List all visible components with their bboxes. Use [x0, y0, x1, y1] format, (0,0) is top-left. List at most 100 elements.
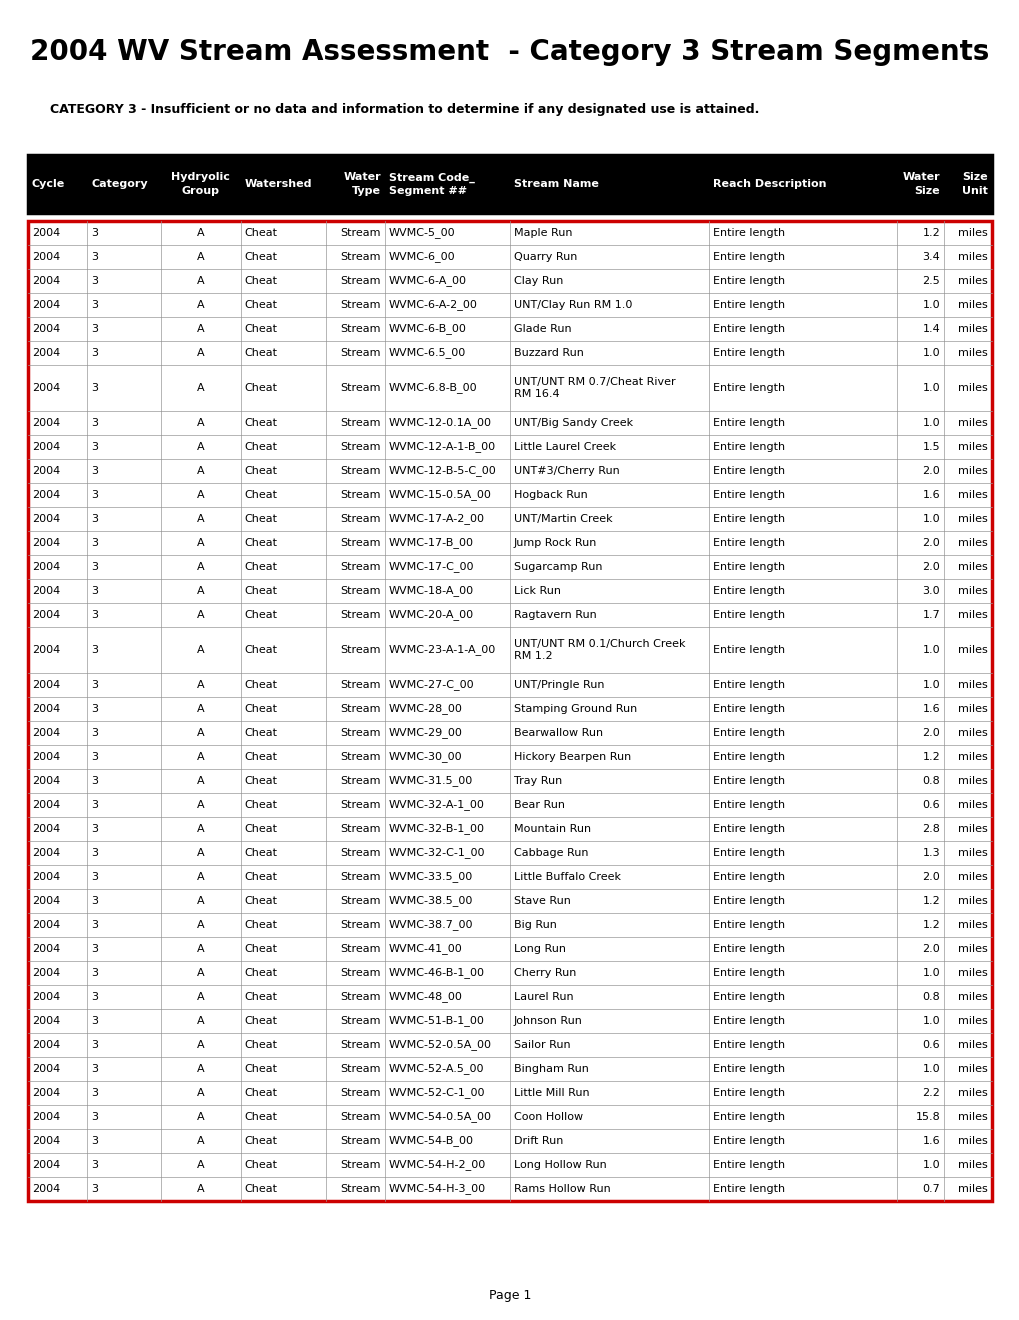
Text: Stream: Stream — [340, 490, 380, 500]
Text: 2.0: 2.0 — [921, 729, 940, 738]
Text: Stream: Stream — [340, 873, 380, 882]
Text: Cabbage Run: Cabbage Run — [514, 847, 588, 858]
Text: 1.2: 1.2 — [921, 228, 940, 238]
Text: miles: miles — [957, 418, 987, 428]
Text: Stream: Stream — [340, 513, 380, 524]
Text: Stamping Ground Run: Stamping Ground Run — [514, 704, 637, 714]
Text: 2004: 2004 — [32, 752, 60, 762]
Text: WVMC-32-C-1_00: WVMC-32-C-1_00 — [388, 847, 485, 858]
Text: 1.6: 1.6 — [922, 490, 940, 500]
Text: A: A — [197, 1137, 205, 1146]
Text: 2004: 2004 — [32, 680, 60, 690]
Text: Entire length: Entire length — [712, 539, 785, 548]
Text: 2004: 2004 — [32, 610, 60, 620]
Text: Stream: Stream — [340, 562, 380, 572]
Text: Little Buffalo Creek: Little Buffalo Creek — [514, 873, 621, 882]
Text: 2004: 2004 — [32, 562, 60, 572]
Text: miles: miles — [957, 645, 987, 655]
Text: Laurel Run: Laurel Run — [514, 993, 573, 1002]
Text: 2.0: 2.0 — [921, 562, 940, 572]
Text: 1.6: 1.6 — [922, 1137, 940, 1146]
Bar — [28, 220, 991, 1201]
Text: 3: 3 — [91, 466, 98, 477]
Text: Entire length: Entire length — [712, 729, 785, 738]
Text: 2.0: 2.0 — [921, 873, 940, 882]
Text: 3: 3 — [91, 513, 98, 524]
Text: Rams Hollow Run: Rams Hollow Run — [514, 1184, 610, 1195]
Text: WVMC-6-A_00: WVMC-6-A_00 — [388, 276, 467, 286]
Text: Watershed: Watershed — [245, 180, 312, 189]
Text: Entire length: Entire length — [712, 252, 785, 261]
Text: 0.8: 0.8 — [921, 776, 940, 785]
Text: 2004: 2004 — [32, 466, 60, 477]
Text: Jump Rock Run: Jump Rock Run — [514, 539, 597, 548]
Text: Entire length: Entire length — [712, 993, 785, 1002]
Text: 3: 3 — [91, 968, 98, 978]
Text: Bear Run: Bear Run — [514, 800, 565, 810]
Text: 2004: 2004 — [32, 824, 60, 834]
Text: Mountain Run: Mountain Run — [514, 824, 591, 834]
Text: Entire length: Entire length — [712, 466, 785, 477]
Text: WVMC-23-A-1-A_00: WVMC-23-A-1-A_00 — [388, 644, 495, 656]
Text: 3: 3 — [91, 729, 98, 738]
Bar — [28, 154, 991, 213]
Text: Stream Code_
Segment ##: Stream Code_ Segment ## — [388, 173, 475, 195]
Text: A: A — [197, 610, 205, 620]
Text: WVMC-38.5_00: WVMC-38.5_00 — [388, 895, 473, 907]
Text: Entire length: Entire length — [712, 920, 785, 931]
Text: Cheat: Cheat — [245, 993, 277, 1002]
Text: miles: miles — [957, 1184, 987, 1195]
Text: Cheat: Cheat — [245, 1111, 277, 1122]
Text: 3: 3 — [91, 490, 98, 500]
Text: 3: 3 — [91, 1088, 98, 1098]
Text: Hogback Run: Hogback Run — [514, 490, 587, 500]
Text: A: A — [197, 586, 205, 597]
Text: 1.0: 1.0 — [922, 418, 940, 428]
Text: Drift Run: Drift Run — [514, 1137, 562, 1146]
Text: 3: 3 — [91, 776, 98, 785]
Text: 2004: 2004 — [32, 418, 60, 428]
Text: A: A — [197, 944, 205, 954]
Text: A: A — [197, 993, 205, 1002]
Text: 2004: 2004 — [32, 228, 60, 238]
Text: 2004: 2004 — [32, 348, 60, 358]
Text: 3: 3 — [91, 680, 98, 690]
Text: WVMC-15-0.5A_00: WVMC-15-0.5A_00 — [388, 490, 491, 500]
Text: Entire length: Entire length — [712, 776, 785, 785]
Text: WVMC-18-A_00: WVMC-18-A_00 — [388, 586, 474, 597]
Text: 1.0: 1.0 — [922, 300, 940, 310]
Text: A: A — [197, 800, 205, 810]
Text: 3: 3 — [91, 1184, 98, 1195]
Text: 2.8: 2.8 — [921, 824, 940, 834]
Text: Stream: Stream — [340, 252, 380, 261]
Text: Buzzard Run: Buzzard Run — [514, 348, 583, 358]
Text: A: A — [197, 383, 205, 393]
Text: Stream: Stream — [340, 968, 380, 978]
Text: 2004: 2004 — [32, 1184, 60, 1195]
Text: Stream: Stream — [340, 323, 380, 334]
Text: A: A — [197, 276, 205, 286]
Text: Cheat: Cheat — [245, 228, 277, 238]
Text: miles: miles — [957, 442, 987, 451]
Text: Stream: Stream — [340, 1137, 380, 1146]
Text: Cheat: Cheat — [245, 824, 277, 834]
Text: 0.7: 0.7 — [921, 1184, 940, 1195]
Text: A: A — [197, 729, 205, 738]
Text: WVMC-20-A_00: WVMC-20-A_00 — [388, 610, 474, 620]
Text: Clay Run: Clay Run — [514, 276, 562, 286]
Text: 2004 WV Stream Assessment  - Category 3 Stream Segments: 2004 WV Stream Assessment - Category 3 S… — [31, 38, 988, 66]
Text: WVMC-41_00: WVMC-41_00 — [388, 944, 463, 954]
Text: Cheat: Cheat — [245, 968, 277, 978]
Text: WVMC-6-A-2_00: WVMC-6-A-2_00 — [388, 300, 477, 310]
Text: WVMC-5_00: WVMC-5_00 — [388, 227, 455, 239]
Text: Cheat: Cheat — [245, 586, 277, 597]
Text: Entire length: Entire length — [712, 1040, 785, 1049]
Text: Entire length: Entire length — [712, 490, 785, 500]
Text: 2004: 2004 — [32, 704, 60, 714]
Text: WVMC-33.5_00: WVMC-33.5_00 — [388, 871, 473, 883]
Text: 1.0: 1.0 — [922, 968, 940, 978]
Text: miles: miles — [957, 968, 987, 978]
Text: Stream: Stream — [340, 466, 380, 477]
Text: 2004: 2004 — [32, 276, 60, 286]
Text: Cheat: Cheat — [245, 1137, 277, 1146]
